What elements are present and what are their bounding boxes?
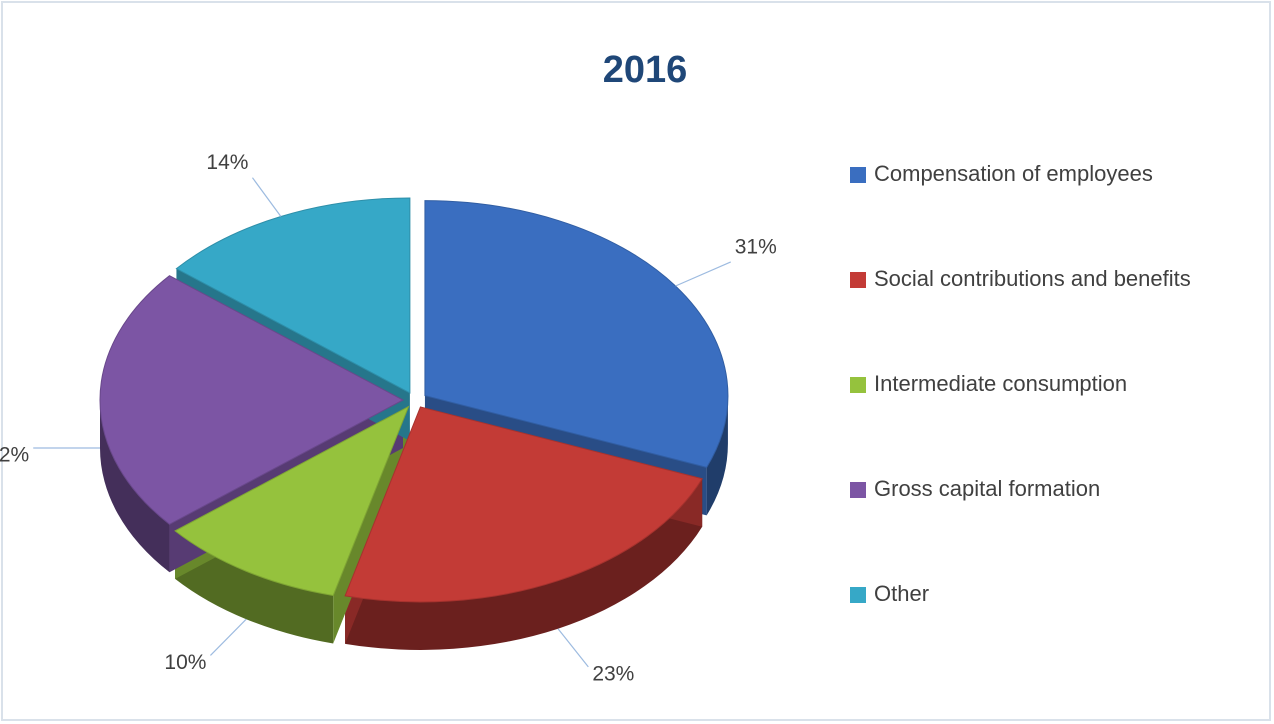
slice: [99, 275, 405, 525]
slice: [174, 405, 410, 597]
slice: [344, 406, 703, 603]
data-label: 31%: [735, 235, 777, 258]
leader-line: [251, 177, 282, 217]
data-label: 14%: [206, 151, 248, 174]
legend-label: Gross capital formation: [874, 476, 1100, 501]
slice: [175, 197, 411, 394]
data-label: 22%: [0, 444, 29, 467]
legend-label: Compensation of employees: [874, 161, 1153, 186]
chart-title: 2016: [603, 49, 688, 91]
legend-label: Other: [874, 581, 929, 606]
legend-swatch: [850, 482, 866, 498]
leader-line: [557, 628, 589, 668]
slice-side: [706, 395, 728, 516]
slice-side: [99, 400, 170, 573]
legend-swatch: [850, 587, 866, 603]
legend-swatch: [850, 272, 866, 288]
legend-label: Social contributions and benefits: [874, 266, 1191, 291]
legend-swatch: [850, 377, 866, 393]
slice: [424, 200, 729, 468]
data-label: 23%: [592, 662, 634, 685]
slice-side: [345, 478, 703, 650]
slice-side: [175, 530, 334, 644]
leader-line: [675, 261, 732, 287]
legend-label: Intermediate consumption: [874, 371, 1127, 396]
legend-swatch: [850, 167, 866, 183]
leader-line: [210, 618, 247, 656]
data-label: 10%: [164, 651, 206, 674]
